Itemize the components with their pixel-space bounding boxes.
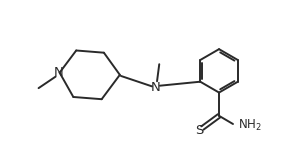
- Text: S: S: [195, 124, 204, 137]
- Text: N: N: [151, 81, 161, 94]
- Text: N: N: [54, 66, 63, 79]
- Text: NH$_2$: NH$_2$: [238, 118, 262, 133]
